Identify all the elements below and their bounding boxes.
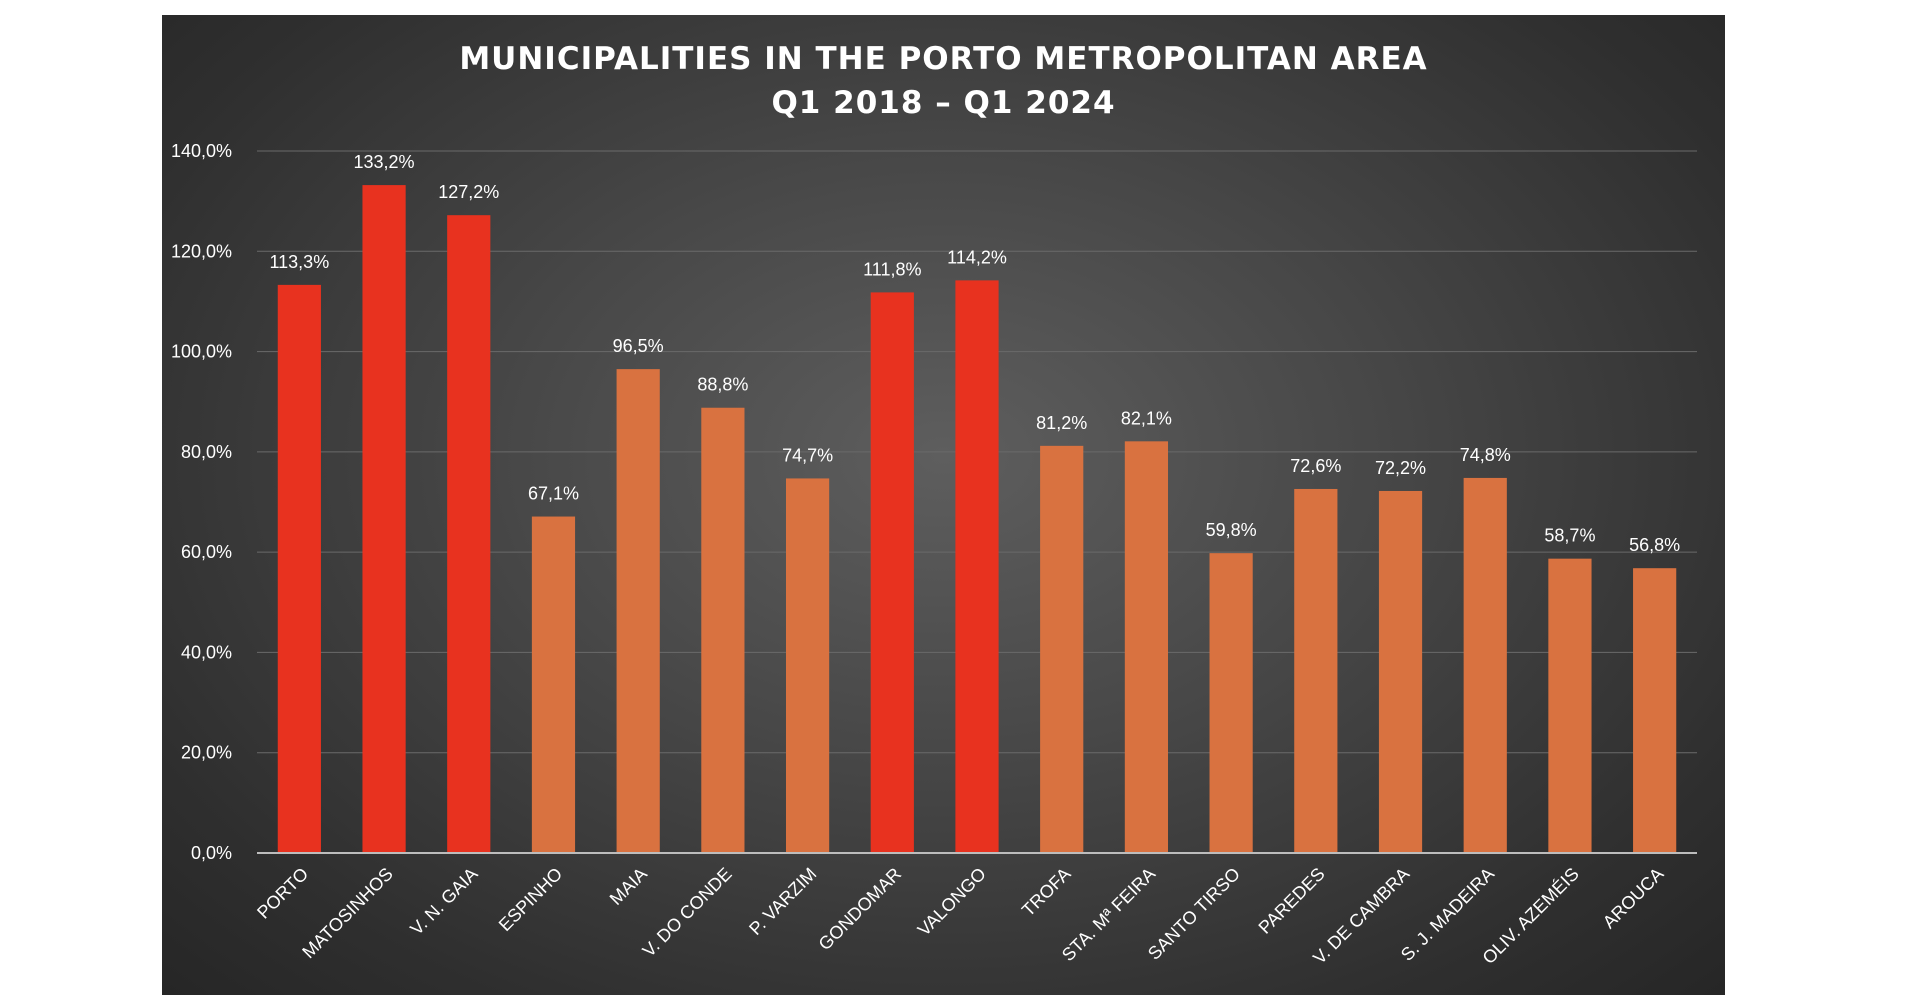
bar: [701, 407, 745, 853]
category-label: AROUCA: [1599, 864, 1668, 933]
bar: [1378, 490, 1423, 853]
category-label: PORTO: [253, 864, 312, 923]
bar: [870, 292, 914, 854]
y-tick-label: 100,0%: [171, 342, 232, 362]
bar: [531, 516, 576, 853]
data-label: 72,2%: [1375, 458, 1426, 478]
y-tick-label: 40,0%: [181, 642, 232, 662]
bar: [447, 215, 491, 853]
y-tick-label: 120,0%: [171, 241, 232, 261]
bar: [277, 284, 321, 853]
data-label: 88,8%: [697, 375, 748, 395]
bar: [1209, 553, 1253, 853]
y-tick-label: 20,0%: [181, 743, 232, 763]
category-label: MAIA: [606, 864, 651, 909]
data-label: 67,1%: [528, 484, 579, 504]
bar: [1124, 441, 1169, 853]
bar-chart: 0,0% 20,0% 40,0% 60,0% 80,0% 100,0% 120,0% 140,…: [171, 141, 1697, 968]
data-label: 74,7%: [782, 445, 833, 465]
category-label: V. N. GAIA: [406, 864, 481, 939]
data-label: 133,2%: [354, 152, 415, 172]
bar: [1463, 477, 1507, 853]
bar: [1633, 568, 1677, 853]
bar: [362, 185, 406, 853]
bar: [785, 478, 830, 853]
data-label: 127,2%: [438, 182, 499, 202]
y-tick-label: 60,0%: [181, 542, 232, 562]
data-label: 96,5%: [613, 336, 664, 356]
y-tick-label: 0,0%: [191, 843, 232, 863]
data-label: 56,8%: [1629, 535, 1680, 555]
bar: [955, 280, 999, 854]
bar: [1040, 445, 1084, 853]
y-tick-label: 80,0%: [181, 442, 232, 462]
bar: [1294, 488, 1338, 853]
chart-title-line-2: Q1 2018 – Q1 2024: [771, 85, 1116, 121]
data-label: 114,2%: [947, 247, 1007, 267]
data-label: 82,1%: [1121, 408, 1172, 428]
bar: [1548, 558, 1592, 853]
category-label: TROFA: [1018, 864, 1075, 921]
y-tick-label: 140,0%: [171, 141, 232, 161]
bar: [616, 369, 660, 853]
data-label: 74,8%: [1460, 445, 1511, 465]
chart-title: MUNICIPALITIES IN THE PORTO METROPOLITAN…: [162, 37, 1725, 125]
data-label: 81,2%: [1036, 413, 1087, 433]
category-label: V. DO CONDE: [639, 864, 736, 961]
category-label: MATOSINHOS: [298, 864, 397, 963]
data-label: 113,3%: [269, 252, 329, 272]
category-label: GONDOMAR: [815, 864, 906, 955]
category-label: VALONGO: [914, 864, 990, 940]
data-label: 111,8%: [863, 259, 921, 279]
data-label: 59,8%: [1206, 520, 1257, 540]
data-label: 72,6%: [1290, 456, 1341, 476]
category-label: PAREDES: [1255, 864, 1329, 938]
category-label: SANTO TIRSO: [1144, 864, 1244, 964]
category-label: P. VARZIM: [745, 864, 820, 939]
chart-panel: MUNICIPALITIES IN THE PORTO METROPOLITAN…: [162, 15, 1725, 995]
chart-title-line-1: MUNICIPALITIES IN THE PORTO METROPOLITAN…: [459, 41, 1428, 77]
category-label: ESPINHO: [495, 864, 566, 935]
data-label: 58,7%: [1544, 526, 1595, 546]
